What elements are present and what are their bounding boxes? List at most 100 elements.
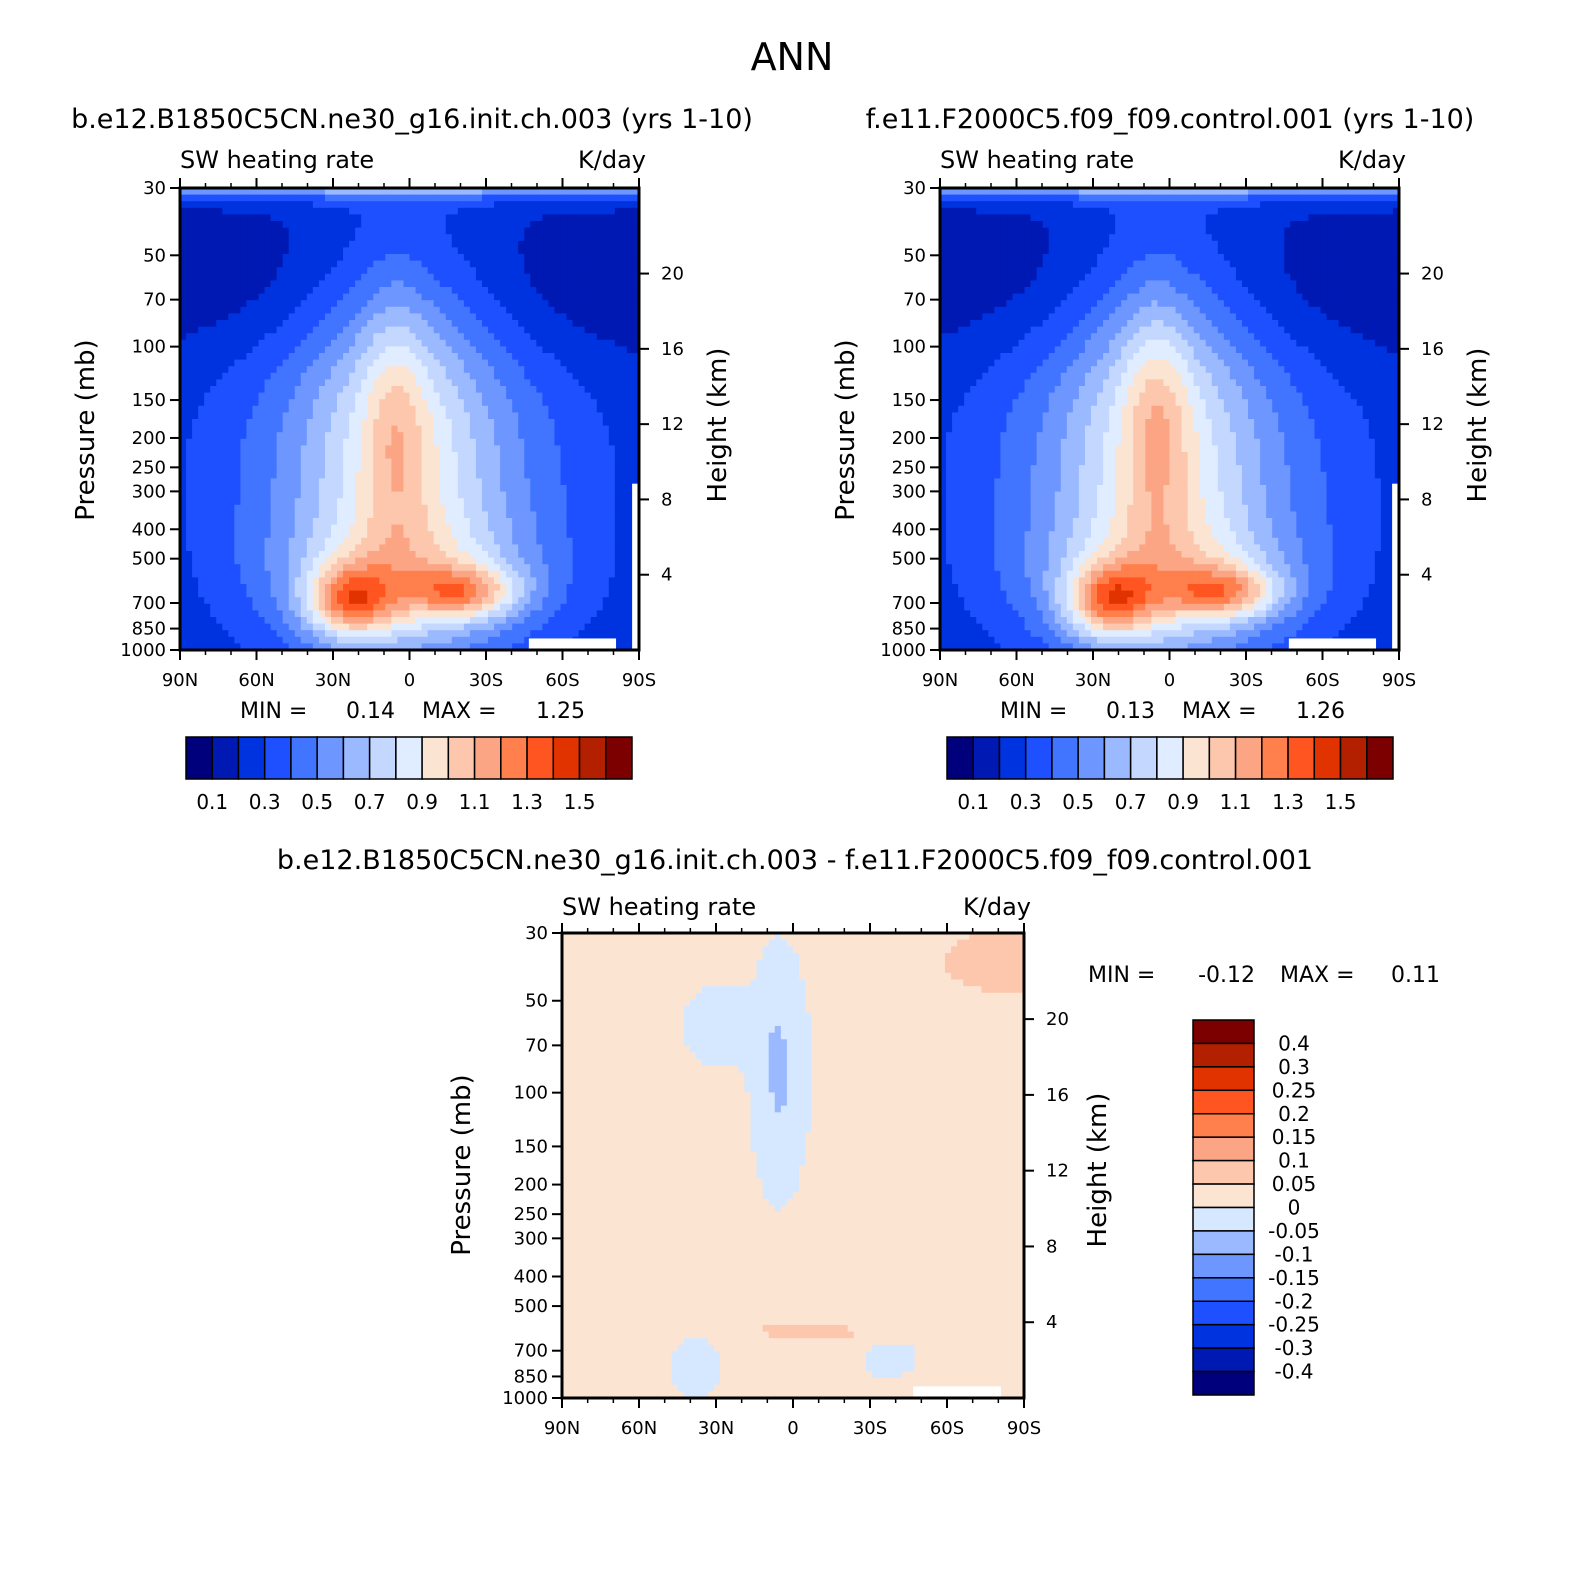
contour-cell [500, 326, 507, 334]
contour-cell [566, 458, 574, 466]
contour-cell [500, 465, 507, 473]
contour-cell [294, 478, 302, 486]
contour-cell [228, 478, 235, 486]
contour-cell [512, 366, 519, 374]
contour-cell [548, 273, 556, 281]
contour-cell [385, 504, 392, 512]
contour-cell [312, 544, 320, 552]
contour-cell [469, 432, 477, 440]
contour-cell [536, 326, 543, 334]
contour-cell [288, 240, 296, 248]
contour-cell [506, 405, 513, 413]
contour-cell [481, 452, 489, 460]
contour-cell [439, 214, 447, 222]
contour-cell [500, 207, 507, 215]
contour-cell [488, 320, 495, 328]
contour-cell [475, 584, 483, 592]
contour-cell [373, 478, 380, 486]
contour-cell [343, 214, 350, 222]
contour-cell [204, 557, 211, 565]
contour-cell [240, 399, 248, 407]
contour-cell [222, 267, 229, 275]
contour-cell [258, 399, 266, 407]
contour-cell [602, 504, 610, 512]
contour-cell [409, 597, 417, 605]
contour-cell [192, 333, 199, 341]
contour-cell [288, 511, 296, 519]
contour-cell [548, 194, 556, 202]
contour-cell [578, 419, 586, 427]
contour-cell [330, 214, 338, 222]
contour-cell [343, 320, 350, 328]
contour-cell [204, 247, 211, 255]
contour-cell [512, 419, 519, 427]
contour-cell [300, 366, 308, 374]
contour-cell [192, 366, 199, 374]
contour-cell [530, 386, 537, 394]
contour-cell [228, 498, 235, 506]
contour-cell [469, 353, 477, 361]
contour-cell [427, 425, 435, 433]
contour-cell [385, 346, 392, 354]
contour-cell [524, 353, 531, 361]
contour-cell [373, 445, 380, 453]
contour-cell [391, 366, 399, 374]
contour-cell [264, 372, 272, 380]
contour-cell [415, 306, 423, 314]
contour-cell [566, 353, 574, 361]
contour-cell [542, 445, 550, 453]
contour-cell [180, 584, 187, 592]
contour-cell [198, 359, 205, 367]
contour-cell [210, 577, 217, 585]
contour-cell [198, 485, 205, 493]
contour-cell [433, 267, 441, 275]
contour-cell [409, 603, 417, 611]
contour-cell [421, 280, 429, 288]
contour-cell [530, 293, 537, 301]
contour-cell [282, 372, 290, 380]
contour-cell [403, 445, 411, 453]
contour-cell [488, 491, 495, 499]
contour-cell [367, 273, 374, 281]
contour-cell [518, 267, 525, 275]
contour-cell [216, 531, 223, 539]
contour-cell [494, 557, 501, 565]
contour-cell [626, 471, 634, 479]
contour-cell [542, 504, 550, 512]
contour-cell [222, 293, 229, 301]
contour-cell [494, 577, 501, 585]
contour-cell [270, 313, 278, 321]
contour-cell [228, 254, 235, 262]
contour-cell [506, 584, 513, 592]
contour-cell [373, 590, 380, 598]
contour-cell [276, 425, 284, 433]
contour-cell [560, 445, 568, 453]
contour-cell [264, 260, 272, 268]
contour-cell [246, 227, 254, 235]
contour-cell [572, 227, 580, 235]
contour-cell [457, 498, 465, 506]
contour-cell [240, 419, 248, 427]
contour-cell [421, 518, 429, 526]
contour-cell [457, 537, 465, 545]
contour-cell [500, 610, 507, 618]
contour-cell [494, 366, 501, 374]
contour-cell [240, 551, 248, 559]
contour-cell [481, 313, 489, 321]
contour-cell [433, 537, 441, 545]
contour-cell [258, 405, 266, 413]
contour-cell [626, 537, 634, 545]
contour-cell [270, 511, 278, 519]
contour-cell [548, 313, 556, 321]
contour-cell [216, 511, 223, 519]
contour-cell [204, 544, 211, 552]
contour-cell [451, 557, 459, 565]
contour-cell [318, 537, 326, 545]
contour-cell [258, 313, 266, 321]
contour-cell [180, 458, 187, 466]
contour-cell [409, 207, 417, 215]
contour-cell [264, 452, 272, 460]
contour-cell [349, 254, 356, 262]
contour-cell [512, 353, 519, 361]
contour-cell [536, 247, 543, 255]
